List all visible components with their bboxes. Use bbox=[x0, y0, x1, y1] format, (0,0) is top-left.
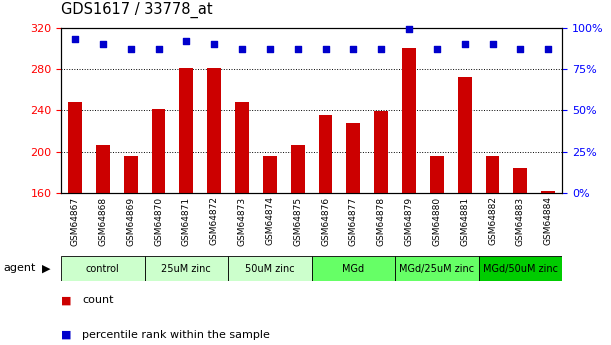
Text: GSM64875: GSM64875 bbox=[293, 196, 302, 246]
Bar bbox=[68, 102, 82, 193]
Text: agent: agent bbox=[3, 264, 35, 273]
Bar bbox=[123, 156, 137, 193]
Text: percentile rank within the sample: percentile rank within the sample bbox=[82, 330, 270, 339]
Point bbox=[432, 46, 442, 52]
Bar bbox=[152, 109, 166, 193]
Bar bbox=[318, 115, 332, 193]
Bar bbox=[61, 256, 145, 281]
Bar bbox=[402, 48, 416, 193]
Text: GSM64869: GSM64869 bbox=[126, 196, 135, 246]
Text: GSM64876: GSM64876 bbox=[321, 196, 330, 246]
Bar bbox=[291, 145, 305, 193]
Bar bbox=[228, 256, 312, 281]
Point bbox=[293, 46, 302, 52]
Text: GSM64879: GSM64879 bbox=[404, 196, 414, 246]
Bar bbox=[458, 77, 472, 193]
Text: ■: ■ bbox=[61, 295, 71, 305]
Bar bbox=[486, 156, 500, 193]
Bar bbox=[395, 256, 478, 281]
Text: ▶: ▶ bbox=[42, 264, 50, 273]
Text: GSM64873: GSM64873 bbox=[238, 196, 246, 246]
Point bbox=[321, 46, 331, 52]
Bar bbox=[235, 102, 249, 193]
Point bbox=[126, 46, 136, 52]
Text: GSM64874: GSM64874 bbox=[265, 196, 274, 245]
Bar bbox=[96, 145, 110, 193]
Text: GDS1617 / 33778_at: GDS1617 / 33778_at bbox=[61, 2, 213, 18]
Bar bbox=[541, 191, 555, 193]
Bar bbox=[430, 156, 444, 193]
Point bbox=[376, 46, 386, 52]
Point bbox=[153, 46, 163, 52]
Text: MGd/50uM zinc: MGd/50uM zinc bbox=[483, 264, 558, 274]
Text: 50uM zinc: 50uM zinc bbox=[245, 264, 295, 274]
Bar bbox=[374, 111, 388, 193]
Point bbox=[237, 46, 247, 52]
Text: 25uM zinc: 25uM zinc bbox=[161, 264, 211, 274]
Point bbox=[265, 46, 275, 52]
Text: GSM64882: GSM64882 bbox=[488, 196, 497, 245]
Point bbox=[181, 38, 191, 43]
Point bbox=[516, 46, 525, 52]
Bar bbox=[263, 156, 277, 193]
Point bbox=[460, 41, 470, 47]
Text: MGd/25uM zinc: MGd/25uM zinc bbox=[400, 264, 474, 274]
Text: GSM64880: GSM64880 bbox=[433, 196, 441, 246]
Point bbox=[210, 41, 219, 47]
Bar bbox=[312, 256, 395, 281]
Text: GSM64878: GSM64878 bbox=[377, 196, 386, 246]
Text: GSM64884: GSM64884 bbox=[544, 196, 553, 245]
Point bbox=[488, 41, 497, 47]
Text: GSM64870: GSM64870 bbox=[154, 196, 163, 246]
Text: GSM64871: GSM64871 bbox=[182, 196, 191, 246]
Bar bbox=[346, 123, 360, 193]
Point bbox=[543, 46, 553, 52]
Bar bbox=[478, 256, 562, 281]
Point bbox=[70, 37, 80, 42]
Text: GSM64883: GSM64883 bbox=[516, 196, 525, 246]
Text: GSM64881: GSM64881 bbox=[460, 196, 469, 246]
Bar bbox=[513, 168, 527, 193]
Text: control: control bbox=[86, 264, 120, 274]
Text: GSM64877: GSM64877 bbox=[349, 196, 358, 246]
Point bbox=[404, 27, 414, 32]
Point bbox=[348, 46, 358, 52]
Text: ■: ■ bbox=[61, 330, 71, 339]
Bar bbox=[145, 256, 228, 281]
Text: GSM64872: GSM64872 bbox=[210, 196, 219, 245]
Bar bbox=[207, 68, 221, 193]
Text: count: count bbox=[82, 295, 114, 305]
Text: GSM64867: GSM64867 bbox=[70, 196, 79, 246]
Text: GSM64868: GSM64868 bbox=[98, 196, 108, 246]
Bar bbox=[180, 68, 193, 193]
Text: MGd: MGd bbox=[342, 264, 364, 274]
Point bbox=[98, 41, 108, 47]
